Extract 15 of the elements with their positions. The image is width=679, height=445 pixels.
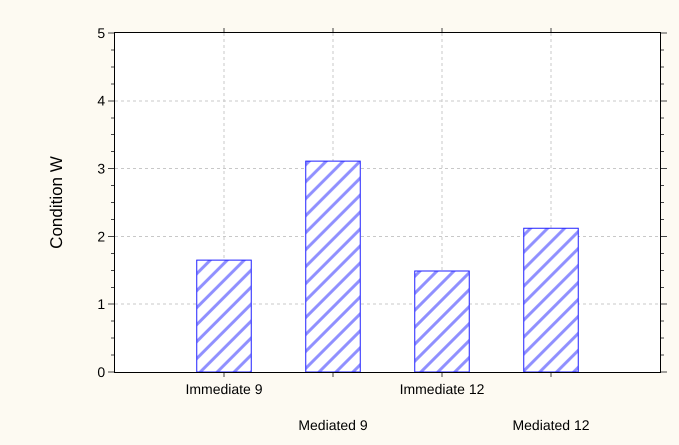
bar: [305, 160, 361, 372]
x-tick-label: Immediate 12: [400, 380, 485, 397]
y-tick-label: 3: [97, 160, 106, 176]
bar: [414, 270, 470, 372]
x-tick-label: Mediated 9: [298, 417, 368, 434]
y-tick-label: 4: [97, 92, 106, 109]
y-tick-label: 1: [97, 296, 106, 312]
bar: [523, 228, 579, 372]
y-tick-label: 2: [97, 228, 106, 244]
y-axis-title: Condition W: [46, 156, 66, 249]
y-tick-label: 5: [97, 24, 106, 41]
x-tick-label: Immediate 9: [185, 380, 263, 397]
x-tick-label: Mediated 12: [512, 417, 590, 434]
bar: [196, 260, 252, 372]
y-tick-label: 0: [97, 364, 106, 380]
